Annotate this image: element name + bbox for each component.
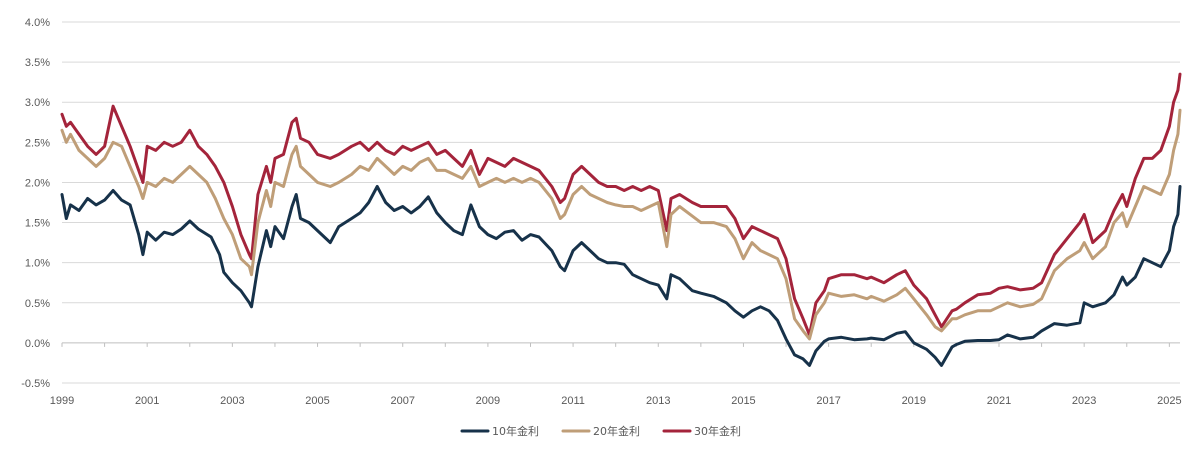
legend-label: 20年金利 bbox=[593, 424, 640, 438]
y-tick-label: 4.0% bbox=[25, 17, 50, 29]
x-tick-label: 2001 bbox=[135, 395, 159, 407]
axes: -0.5% 0.0% 0.5% 1.0% 1.5% 2.0% 2.5% 3.0% 3.5% 4.0… bbox=[21, 17, 1181, 407]
x-tick-label: 2009 bbox=[476, 395, 500, 407]
x-tick-label: 2007 bbox=[390, 395, 414, 407]
y-tick-label: 2.5% bbox=[25, 137, 50, 149]
x-tick-label: 2005 bbox=[305, 395, 329, 407]
x-tick-label: 2017 bbox=[816, 395, 840, 407]
x-tick-label: 2021 bbox=[987, 395, 1011, 407]
y-tick-label: -0.5% bbox=[21, 378, 50, 390]
x-tick-label: 2025 bbox=[1157, 395, 1181, 407]
x-tick-label: 2015 bbox=[731, 395, 755, 407]
y-tick-label: 3.5% bbox=[25, 57, 50, 69]
x-tick-label: 1999 bbox=[50, 395, 74, 407]
x-tick-label: 2023 bbox=[1072, 395, 1096, 407]
x-tick-label: 2003 bbox=[220, 395, 244, 407]
series-line bbox=[60, 108, 1182, 341]
y-tick-label: 1.5% bbox=[25, 218, 50, 230]
legend-label: 10年金利 bbox=[492, 424, 539, 438]
x-tick-label: 2013 bbox=[646, 395, 670, 407]
legend-label: 30年金利 bbox=[694, 424, 741, 438]
y-tick-label: 2.0% bbox=[25, 177, 50, 189]
y-tick-label: 1.0% bbox=[25, 258, 50, 270]
y-tick-label: 0.0% bbox=[25, 338, 50, 350]
x-tick-label: 2011 bbox=[561, 395, 585, 407]
series-line bbox=[60, 72, 1182, 337]
y-tick-label: 0.5% bbox=[25, 298, 50, 310]
legend: 10年金利 20年金利 30年金利 bbox=[460, 424, 741, 438]
series-lines bbox=[60, 72, 1182, 367]
series-line bbox=[60, 185, 1182, 367]
y-tick-label: 3.0% bbox=[25, 97, 50, 109]
x-tick-label: 2019 bbox=[902, 395, 926, 407]
